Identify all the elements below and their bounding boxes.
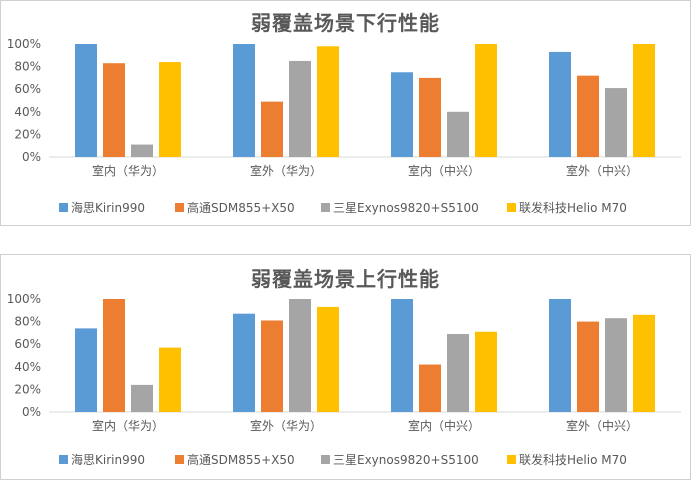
bar (131, 384, 153, 412)
bar (317, 306, 339, 412)
legend-label: 海思Kirin990 (71, 453, 145, 467)
bar (103, 299, 125, 412)
legend-label: 联发科技Helio M70 (519, 201, 627, 215)
bar (419, 77, 441, 157)
legend-label: 高通SDM855+X50 (187, 201, 295, 215)
bar (549, 299, 571, 412)
bar (261, 101, 283, 157)
bar (391, 299, 413, 412)
legend-swatch (175, 455, 184, 464)
legend-item: 联发科技Helio M70 (507, 199, 627, 216)
bar (605, 318, 627, 412)
y-tick-label: 20% (14, 127, 41, 141)
x-tick-label: 室外（华为） (250, 418, 322, 433)
bar (475, 331, 497, 412)
bar (159, 62, 181, 157)
legend-swatch (59, 203, 68, 212)
uplink-chart: 弱覆盖场景上行性能 0% 20% 40% 60% 80% 100% 室内（华为） 室外（华为）… (0, 254, 691, 480)
x-tick-label: 室外（中兴） (566, 418, 638, 433)
bar (233, 44, 255, 157)
bar (233, 313, 255, 412)
bar (75, 328, 97, 412)
y-tick-label: 40% (14, 105, 41, 119)
legend-label: 三星Exynos9820+S5100 (333, 201, 479, 215)
bar (317, 46, 339, 158)
x-tick-label: 室内（华为） (92, 163, 164, 178)
bar (289, 299, 311, 412)
legend-swatch (507, 203, 516, 212)
bar (577, 321, 599, 412)
legend-swatch (321, 203, 330, 212)
y-tick-label: 40% (14, 360, 41, 374)
y-tick-label: 80% (14, 315, 41, 329)
bar (103, 63, 125, 157)
x-tick-label: 室外（华为） (250, 163, 322, 178)
bar (447, 111, 469, 157)
y-tick-label: 60% (14, 82, 41, 96)
legend-item: 三星Exynos9820+S5100 (321, 199, 479, 216)
bar (549, 51, 571, 157)
x-tick-label: 室内（中兴） (408, 163, 480, 178)
y-tick-label: 100% (7, 37, 41, 51)
bar (75, 44, 97, 157)
downlink-legend: 海思Kirin990 高通SDM855+X50 三星Exynos9820+S5100… (59, 199, 680, 217)
chart-title: 弱覆盖场景下行性能 (251, 11, 440, 35)
legend-item: 高通SDM855+X50 (175, 199, 295, 216)
legend-item: 高通SDM855+X50 (175, 451, 295, 468)
x-tick-label: 室外（中兴） (566, 163, 638, 178)
chart-title: 弱覆盖场景上行性能 (251, 267, 440, 291)
legend-label: 海思Kirin990 (71, 201, 145, 215)
bar (261, 320, 283, 412)
legend-swatch (321, 455, 330, 464)
bar (131, 144, 153, 157)
y-tick-label: 60% (14, 337, 41, 351)
legend-item: 联发科技Helio M70 (507, 451, 627, 468)
x-tick-label: 室内（中兴） (408, 418, 480, 433)
bar (391, 72, 413, 157)
bar (289, 60, 311, 158)
legend-label: 三星Exynos9820+S5100 (333, 453, 479, 467)
legend-label: 高通SDM855+X50 (187, 453, 295, 467)
x-tick-label: 室内（华为） (92, 418, 164, 433)
legend-swatch (175, 203, 184, 212)
downlink-plot-area: 0% 20% 40% 60% 80% 100% 室内（华为） 室外（华为） 室内（中兴） 室外（中… (7, 37, 681, 178)
y-tick-label: 80% (14, 60, 41, 74)
y-tick-label: 0% (22, 150, 41, 164)
legend-swatch (59, 455, 68, 464)
uplink-legend: 海思Kirin990 高通SDM855+X50 三星Exynos9820+S5100… (59, 451, 680, 469)
legend-item: 海思Kirin990 (59, 199, 145, 216)
legend-item: 海思Kirin990 (59, 451, 145, 468)
downlink-chart: 弱覆盖场景下行性能 0% 20% 40% 60% 80% 100% 室内（华为） 室外（华为）… (0, 0, 691, 226)
bar (447, 334, 469, 412)
bar (605, 88, 627, 157)
bar (577, 75, 599, 157)
legend-item: 三星Exynos9820+S5100 (321, 451, 479, 468)
bar (475, 44, 497, 157)
legend-label: 联发科技Helio M70 (519, 453, 627, 467)
bar (633, 314, 655, 412)
y-tick-label: 100% (7, 292, 41, 306)
bar (633, 44, 655, 157)
uplink-plot-area: 0% 20% 40% 60% 80% 100% 室内（华为） 室外（华为） 室内（中兴） 室外（中… (7, 292, 681, 433)
legend-swatch (507, 455, 516, 464)
bar (159, 347, 181, 412)
y-tick-label: 20% (14, 382, 41, 396)
bar (419, 364, 441, 412)
y-tick-label: 0% (22, 405, 41, 419)
